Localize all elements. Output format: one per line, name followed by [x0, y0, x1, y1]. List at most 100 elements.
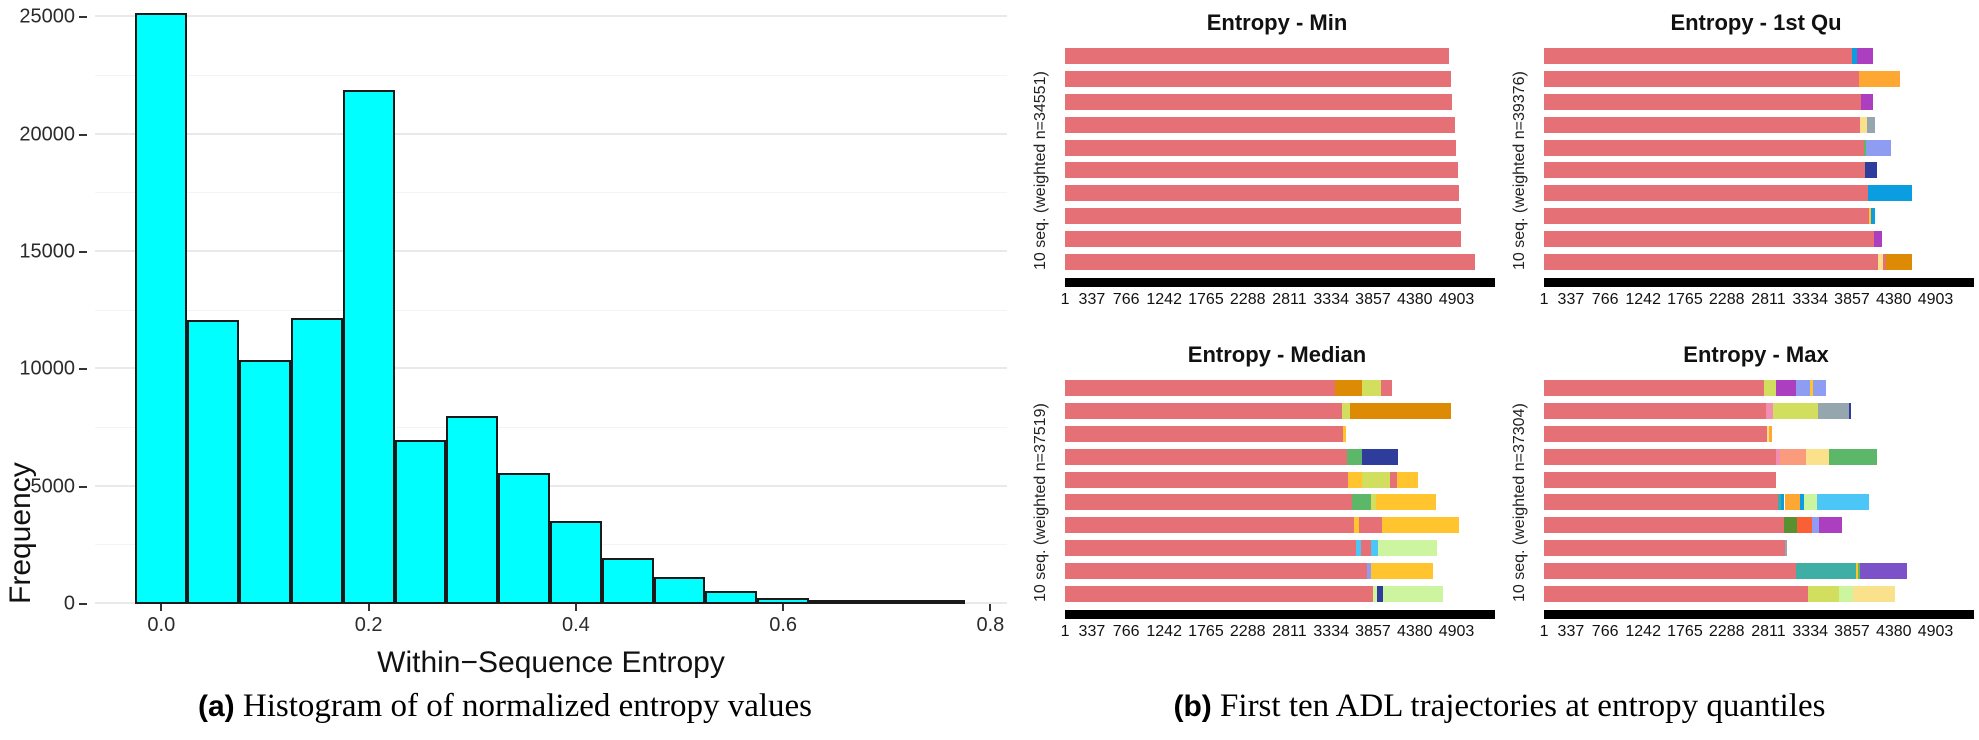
seq-max-x-axis-line — [1544, 610, 1974, 619]
state-segment-pink — [1775, 448, 1781, 465]
state-segment-salmon — [1065, 253, 1476, 270]
histogram-panel: Frequency 0 5000 10000 15000 20000 25000 0.0 0… — [4, 5, 1007, 724]
y-tick-mark — [79, 368, 87, 371]
seq-x-tick-label: 2811 — [1751, 291, 1786, 308]
seq-median-title: Entropy - Median — [1187, 342, 1367, 367]
x-tick-label: 0.6 — [769, 614, 798, 636]
state-segment-salmon — [1544, 185, 1868, 202]
sequence-bar — [1065, 70, 1489, 87]
seq-panel-max: Entropy - Max 10 seq. (weighted n=37304)… — [1499, 338, 1979, 648]
seq-1st-qu-x-ticks: 1 337 766 1242 1765 2288 2811 3334 3857 4380 4903 — [1540, 291, 1968, 311]
sequence-bar — [1065, 185, 1489, 202]
seq-x-tick-label: 337 — [1557, 291, 1585, 308]
y-tick-mark — [79, 603, 87, 605]
state-segment-yellowgreen — [1342, 402, 1351, 419]
sequence-bar — [1544, 425, 1968, 442]
seq-1st-qu-bars — [1544, 48, 1968, 270]
state-segment-teal — [1777, 494, 1782, 511]
state-segment-green — [1857, 563, 1860, 579]
state-segment-salmon — [1065, 471, 1349, 488]
state-segment-blue — [1871, 208, 1875, 225]
caption-b-text: First ten ADL trajectories at entropy qu… — [1211, 688, 1826, 724]
state-segment-violet — [1859, 563, 1907, 579]
state-segment-salmon — [1065, 540, 1356, 557]
state-segment-amber — [1371, 563, 1433, 579]
sequence-bar — [1544, 116, 1968, 133]
seq-x-tick-label: 1 — [1539, 623, 1549, 640]
histogram-bar — [653, 577, 706, 604]
state-segment-palegreen — [1373, 585, 1377, 602]
state-segment-salmon — [1065, 162, 1459, 179]
seq-panel-1st-qu: Entropy - 1st Qu 10 seq. (weighted n=393… — [1499, 6, 1979, 316]
seq-x-tick-label: 3334 — [1792, 623, 1828, 640]
state-segment-blue — [1781, 494, 1785, 511]
seq-x-tick-label: 337 — [1078, 291, 1106, 308]
seq-x-tick-label: 2288 — [1229, 623, 1266, 640]
state-segment-yellowgreen — [1807, 585, 1840, 602]
state-segment-salmon — [1065, 585, 1374, 602]
state-segment-paleyellow — [1859, 116, 1867, 133]
state-segment-green — [1864, 139, 1866, 156]
histogram-bar — [601, 558, 654, 604]
sequence-bar — [1544, 448, 1968, 465]
sequence-bar — [1065, 402, 1489, 419]
state-segment-salmon — [1359, 517, 1382, 534]
state-segment-salmon — [1544, 494, 1778, 511]
sequence-bar — [1065, 93, 1489, 110]
seq-x-tick-label: 337 — [1557, 623, 1585, 640]
state-segment-salmon — [1065, 93, 1453, 110]
histogram-bar — [290, 317, 343, 604]
seq-max-bars — [1544, 380, 1968, 602]
sequence-bar — [1544, 231, 1968, 247]
state-segment-yellowgreen — [1772, 402, 1819, 419]
state-segment-salmon — [1065, 380, 1336, 396]
state-segment-yellowgreen — [1371, 494, 1376, 511]
state-segment-gray — [1818, 402, 1850, 419]
seq-x-tick-label: 4903 — [1917, 623, 1954, 640]
state-segment-salmon — [1544, 208, 1869, 225]
state-segment-purple — [1860, 93, 1873, 110]
sequence-bar — [1544, 585, 1968, 602]
state-segment-green — [1346, 448, 1363, 465]
state-segment-salmon — [1544, 139, 1865, 156]
state-segment-navy — [1376, 585, 1384, 602]
x-tick-mark — [782, 604, 785, 611]
state-segment-orange — [1859, 70, 1900, 87]
state-segment-darkgreen — [1783, 517, 1798, 534]
histogram-bar — [860, 600, 913, 604]
seq-min-x-axis-line — [1065, 278, 1495, 287]
state-segment-salmon — [1065, 185, 1460, 202]
state-segment-salmon — [1544, 585, 1808, 602]
x-tick-mark — [367, 604, 370, 611]
seq-x-tick-label: 2811 — [1272, 291, 1307, 308]
x-tick-label: 0.8 — [976, 614, 1005, 636]
seq-x-tick-label: 1 — [1060, 623, 1070, 640]
state-segment-salmon — [1065, 116, 1456, 133]
state-segment-amber — [1375, 494, 1436, 511]
seq-x-tick-label: 1242 — [1146, 623, 1182, 640]
sequence-bar — [1065, 253, 1489, 270]
sequence-bar — [1065, 116, 1489, 133]
seq-median-x-ticks: 1 337 766 1242 1765 2288 2811 3334 3857 4380 4903 — [1061, 623, 1489, 643]
state-segment-palegreen — [1383, 585, 1443, 602]
seq-x-tick-label: 766 — [1112, 291, 1140, 308]
state-segment-amber — [1343, 425, 1346, 442]
sequence-bar — [1544, 517, 1968, 534]
state-segment-amber — [1856, 563, 1858, 579]
y-tick-mark — [79, 485, 87, 488]
seq-1st-qu-title: Entropy - 1st Qu — [1670, 10, 1842, 35]
seq-x-tick-label: 1242 — [1625, 623, 1661, 640]
state-segment-amber — [1353, 517, 1360, 534]
caption-b-label: (b) — [1173, 690, 1212, 723]
state-segment-salmon — [1065, 70, 1452, 87]
sequence-bar — [1065, 139, 1489, 156]
seq-x-tick-label: 2811 — [1751, 623, 1786, 640]
seq-x-tick-label: 4380 — [1396, 291, 1433, 308]
y-tick-label: 25000 — [19, 5, 75, 28]
sequence-bar — [1544, 93, 1968, 110]
sequence-bar — [1065, 425, 1489, 442]
histogram-bar — [394, 439, 447, 604]
gridline-minor — [95, 427, 1007, 429]
state-segment-salmon — [1882, 253, 1887, 270]
